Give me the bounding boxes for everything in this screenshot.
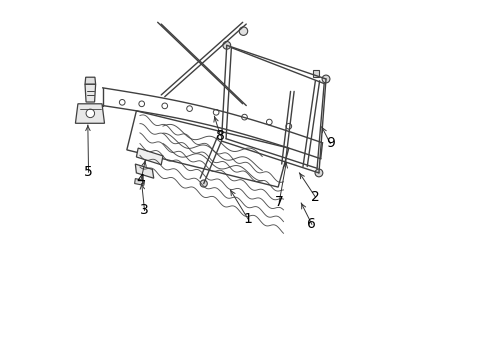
Circle shape (314, 169, 322, 177)
Circle shape (239, 27, 247, 35)
Text: 3: 3 (140, 203, 149, 217)
Polygon shape (134, 179, 144, 185)
Text: 8: 8 (216, 129, 224, 143)
Circle shape (200, 180, 207, 187)
Polygon shape (75, 104, 104, 123)
Circle shape (119, 99, 125, 105)
Polygon shape (136, 148, 163, 165)
Text: 4: 4 (136, 173, 145, 187)
Circle shape (322, 75, 329, 83)
Circle shape (86, 109, 94, 118)
Circle shape (213, 109, 219, 115)
Text: 1: 1 (243, 212, 252, 226)
Polygon shape (135, 164, 153, 178)
Circle shape (285, 123, 291, 129)
Circle shape (162, 103, 167, 109)
Text: 2: 2 (310, 190, 319, 204)
Polygon shape (85, 84, 96, 102)
Circle shape (186, 106, 192, 112)
FancyBboxPatch shape (312, 70, 318, 77)
Text: 7: 7 (274, 195, 283, 209)
Circle shape (241, 114, 247, 120)
Circle shape (139, 101, 144, 107)
Circle shape (217, 137, 225, 145)
Polygon shape (85, 77, 96, 84)
Circle shape (266, 119, 272, 125)
Text: 9: 9 (325, 136, 334, 150)
Polygon shape (126, 111, 288, 187)
Text: 6: 6 (307, 217, 316, 231)
Circle shape (223, 41, 230, 49)
Text: 5: 5 (84, 165, 93, 179)
